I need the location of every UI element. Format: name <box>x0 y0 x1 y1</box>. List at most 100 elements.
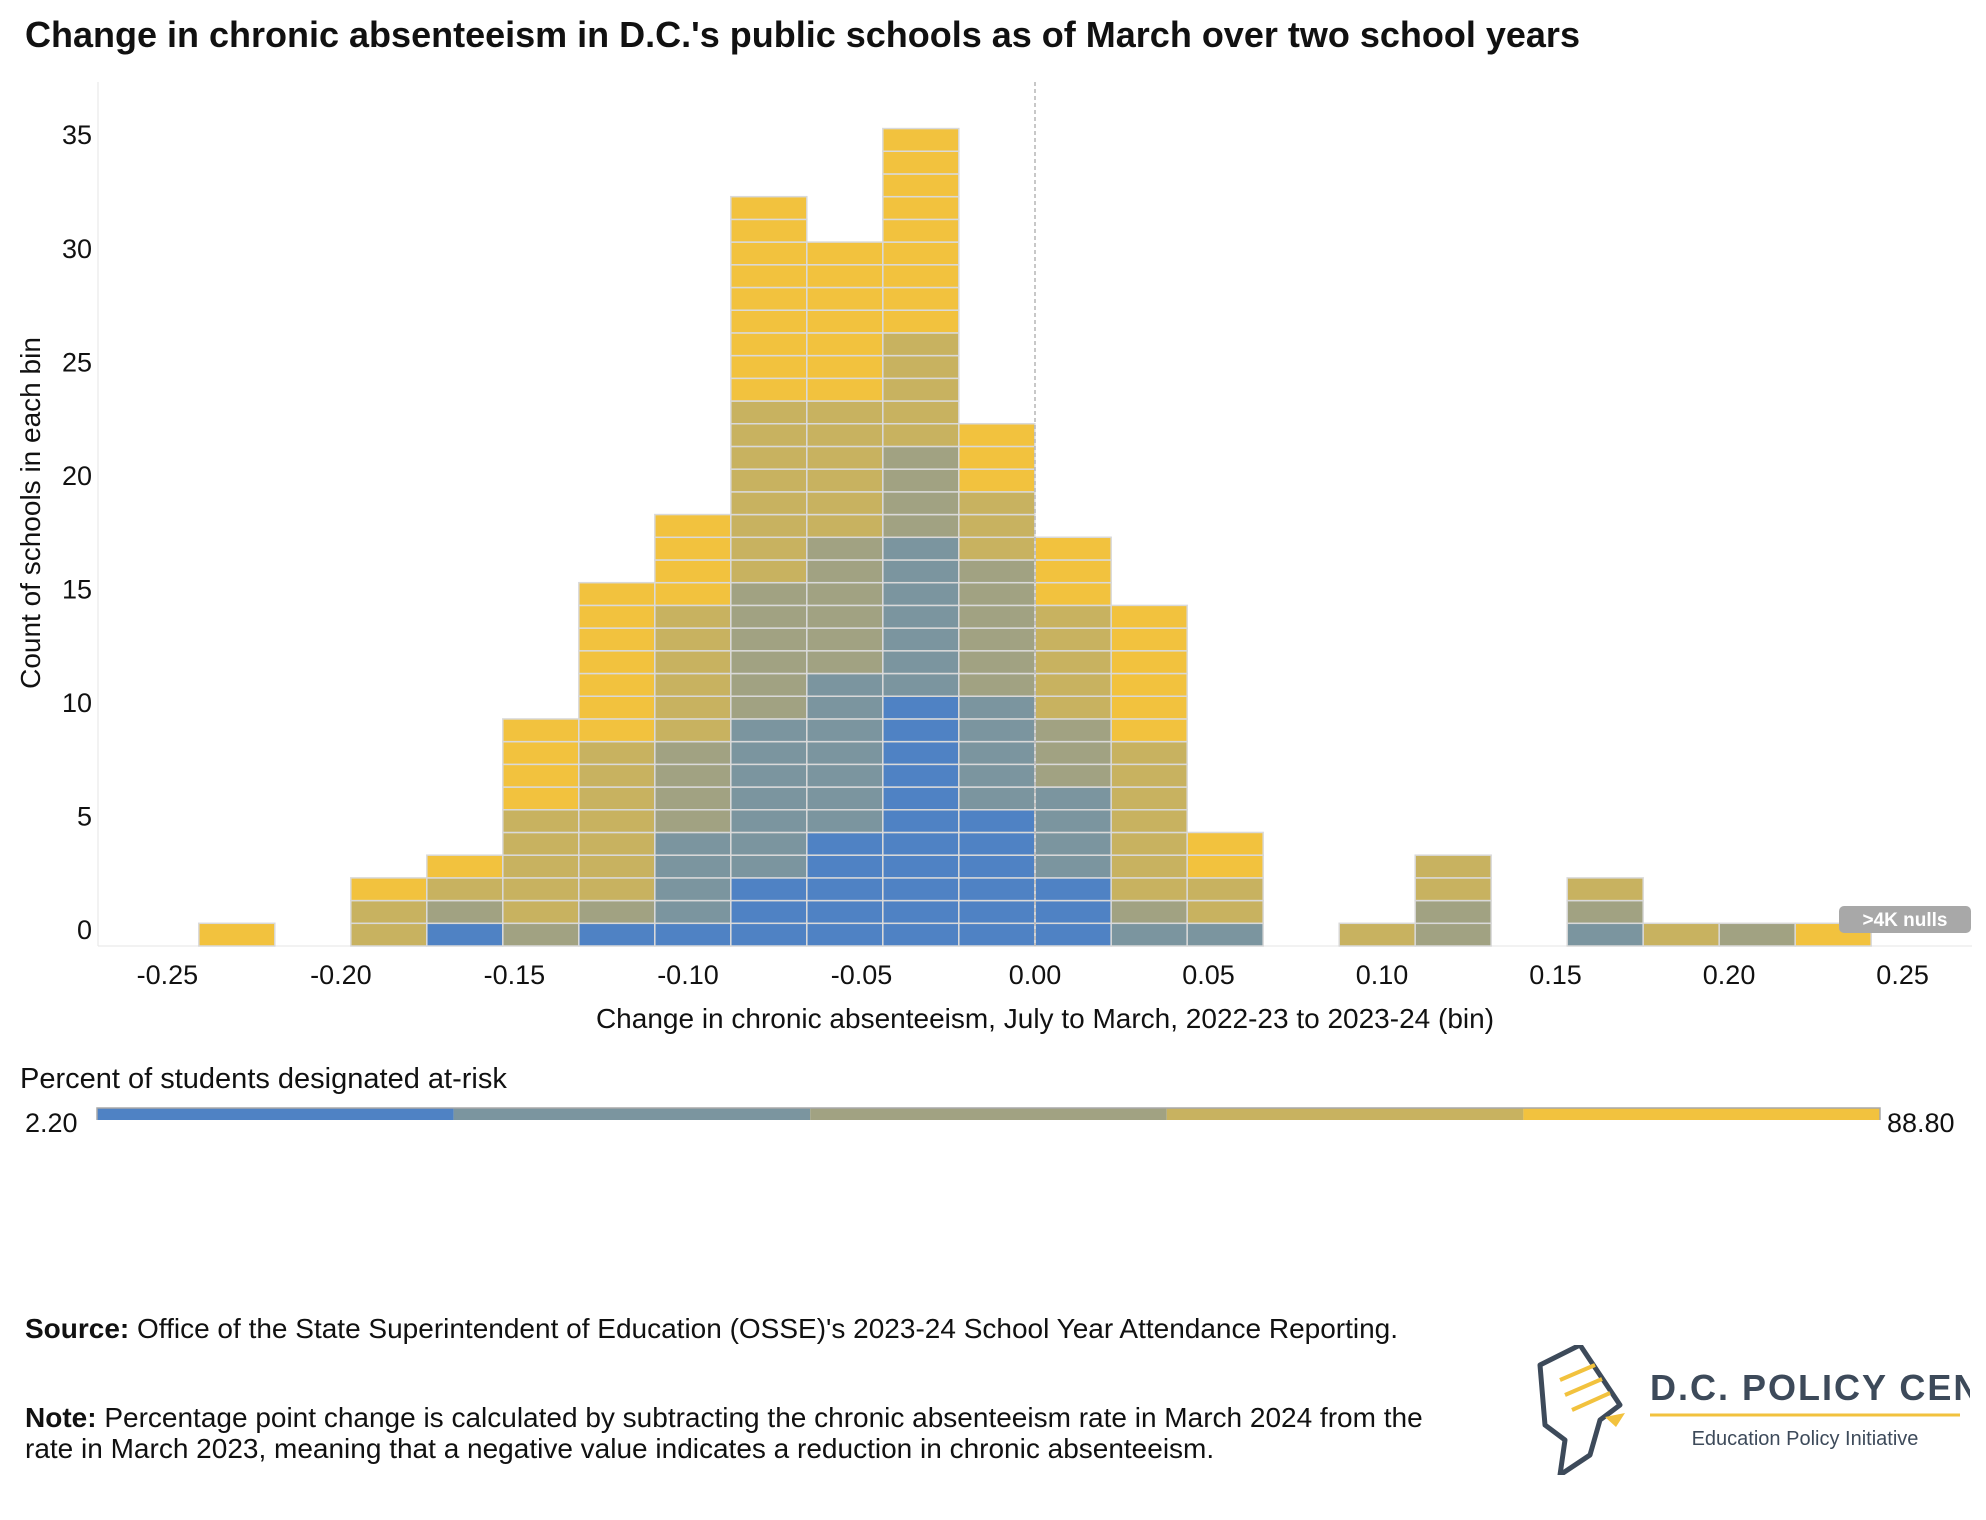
source-text: Office of the State Superintendent of Ed… <box>129 1313 1399 1344</box>
bar-segment-11-11 <box>1110 672 1188 697</box>
bar-segment-7-29 <box>806 264 884 289</box>
bar-segment-5-4 <box>654 831 732 856</box>
bar-segment-9-14 <box>958 604 1036 629</box>
x-tick-label-10: 0.25 <box>1876 960 1929 990</box>
bar-segment-4-14 <box>578 604 656 629</box>
bar-segment-8-8 <box>882 740 960 766</box>
bar-segment-10-0 <box>1034 922 1112 947</box>
logo-tagline: Education Policy Initiative <box>1692 1428 1919 1450</box>
bar-segment-8-0 <box>882 922 960 947</box>
bar-segment-8-23 <box>882 400 960 425</box>
legend-max-label: 88.80 <box>1887 1108 1955 1138</box>
bar-segment-8-14 <box>882 604 960 629</box>
bar-segment-8-2 <box>882 877 960 902</box>
legend-title: Percent of students designated at-risk <box>20 1063 507 1095</box>
bar-segment-11-7 <box>1110 763 1188 788</box>
bar-segment-9-12 <box>958 650 1036 675</box>
x-tick-label-3: -0.10 <box>657 960 719 990</box>
bar-segment-7-24 <box>806 377 884 402</box>
bar-segment-6-21 <box>730 445 808 470</box>
bar-segment-12-1 <box>1186 899 1264 925</box>
bar-segment-3-4 <box>502 831 580 856</box>
nulls-badge[interactable]: >4K nulls <box>1839 906 1971 933</box>
y-tick-label-7: 35 <box>62 120 92 150</box>
bar-segment-7-12 <box>806 650 884 675</box>
bar-segment-9-9 <box>958 718 1036 743</box>
bar-segment-4-9 <box>578 718 656 743</box>
x-tick-label-9: 0.20 <box>1703 960 1756 990</box>
bar-segment-9-4 <box>958 831 1036 856</box>
bar-segment-4-2 <box>578 877 656 902</box>
bar-segment-10-2 <box>1034 877 1112 902</box>
bar-segment-6-26 <box>730 332 808 357</box>
bar-segment-11-9 <box>1110 718 1188 743</box>
bar-segment-11-13 <box>1110 627 1188 652</box>
bar-segment-6-12 <box>730 650 808 675</box>
bar-segment-4-7 <box>578 763 656 788</box>
bar-segment-15-2 <box>1566 877 1644 902</box>
x-tick-label-4: -0.05 <box>831 960 893 990</box>
bar-segment-5-0 <box>654 922 732 947</box>
bar-segment-7-22 <box>806 422 884 448</box>
bar-segment-4-8 <box>578 740 656 766</box>
bar-segment-5-9 <box>654 718 732 743</box>
bar-segment-11-1 <box>1110 899 1188 925</box>
bar-segment-3-5 <box>502 809 580 834</box>
bar-segment-4-12 <box>578 650 656 675</box>
bar-segment-9-18 <box>958 513 1036 539</box>
bar-segment-9-22 <box>958 422 1036 448</box>
bar-segment-7-9 <box>806 718 884 743</box>
bar-segment-14-0 <box>1414 922 1492 947</box>
bar-segment-7-25 <box>806 354 884 380</box>
bar-segment-6-0 <box>730 922 808 947</box>
legend-swatch-0 <box>97 1108 454 1120</box>
bar-segment-17-0 <box>1718 922 1796 947</box>
bar-segment-5-10 <box>654 695 732 720</box>
bar-segment-5-16 <box>654 559 732 584</box>
bar-segment-15-0 <box>1566 922 1644 947</box>
bar-segment-6-19 <box>730 491 808 516</box>
y-tick-label-4: 20 <box>62 461 92 491</box>
logo-name: D.C. POLICY CENTER <box>1650 1367 1970 1408</box>
bar-segment-3-1 <box>502 899 580 925</box>
bar-segment-7-17 <box>806 536 884 561</box>
bar-segment-8-11 <box>882 672 960 697</box>
bar-segment-5-2 <box>654 877 732 902</box>
bar-segment-8-4 <box>882 831 960 856</box>
bar-segment-9-21 <box>958 445 1036 470</box>
bar-segment-6-16 <box>730 559 808 584</box>
bar-segment-4-5 <box>578 809 656 834</box>
bar-segment-8-31 <box>882 218 960 243</box>
bar-segment-10-17 <box>1034 536 1112 561</box>
legend-bar-border <box>96 1107 1881 1120</box>
bar-segment-10-16 <box>1034 559 1112 584</box>
bar-segment-14-3 <box>1414 854 1492 879</box>
x-axis-label: Change in chronic absenteeism, July to M… <box>596 1003 1494 1034</box>
bar-segment-5-8 <box>654 740 732 766</box>
bar-segment-4-0 <box>578 922 656 947</box>
bar-segment-6-8 <box>730 740 808 766</box>
bar-segment-8-7 <box>882 763 960 788</box>
bar-segment-10-11 <box>1034 672 1112 697</box>
bar-segment-3-6 <box>502 786 580 811</box>
bar-segment-3-9 <box>502 718 580 743</box>
bar-segment-10-5 <box>1034 809 1112 834</box>
x-tick-label-5: 0.00 <box>1009 960 1062 990</box>
bar-segment-9-5 <box>958 809 1036 834</box>
bar-segment-5-17 <box>654 536 732 561</box>
bar-segment-9-6 <box>958 786 1036 811</box>
bar-segment-7-10 <box>806 695 884 720</box>
bar-segment-7-2 <box>806 877 884 902</box>
bar-segment-7-7 <box>806 763 884 788</box>
bar-segment-0-0 <box>198 922 276 947</box>
bar-segment-8-34 <box>882 150 960 175</box>
y-tick-label-0: 0 <box>77 915 92 945</box>
bar-segment-14-2 <box>1414 877 1492 902</box>
bar-segment-5-7 <box>654 763 732 788</box>
bar-segment-9-20 <box>958 468 1036 493</box>
bar-segment-8-15 <box>882 581 960 607</box>
bar-segment-6-3 <box>730 854 808 879</box>
bar-segment-3-7 <box>502 763 580 788</box>
bar-segment-8-30 <box>882 241 960 266</box>
bar-segment-10-13 <box>1034 627 1112 652</box>
